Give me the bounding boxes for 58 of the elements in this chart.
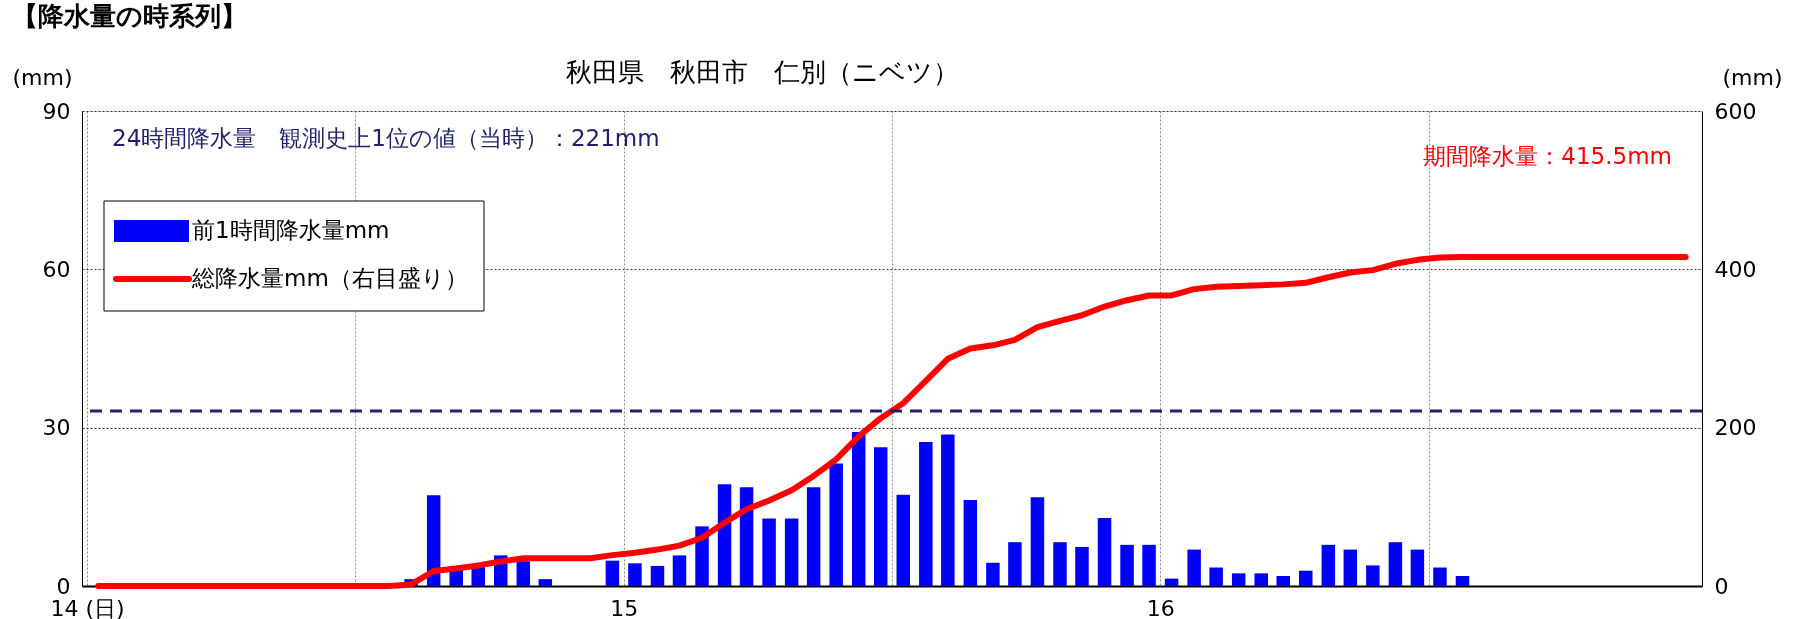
bar [672,555,687,586]
y-tick-label: 60 [42,256,71,282]
bar [941,434,955,586]
bar [1299,570,1313,586]
y2-tick-label: 600 [1714,98,1757,124]
bar [1030,497,1045,586]
y-axis-title: (mm) [12,64,73,90]
chart-title: 【降水量の時系列】 [12,1,247,31]
bar [1388,542,1403,586]
bar [1231,573,1246,586]
legend-label: 前1時間降水量mm [192,217,390,243]
y2-tick-label: 400 [1714,256,1757,282]
bar [1187,549,1201,586]
bar [739,487,754,586]
bar [1053,542,1067,586]
bar [1433,567,1447,586]
bar [1142,544,1156,586]
chart-subtitle: 秋田県 秋田市 仁別（ニベツ） [565,57,959,87]
bar [1097,517,1112,586]
bar [851,431,866,586]
x-tick-label: 15 [610,595,639,619]
bar [628,563,642,586]
bar [1120,544,1134,586]
bar [1209,567,1223,586]
bar [1075,546,1089,586]
x-tick-label: 16 [1146,595,1175,619]
bar [516,561,531,586]
bar [1455,575,1470,586]
bar [1343,549,1358,586]
bar [538,579,553,586]
bar [605,560,620,586]
bar [873,447,888,586]
annotation: 24時間降水量 観測史上1位の値（当時）：221mm [112,125,660,151]
bar [1254,573,1268,586]
bar [896,494,911,586]
y2-axis-title: (mm) [1722,64,1783,90]
bar [1276,575,1290,586]
bar [650,565,665,586]
bar [806,487,821,586]
y2-tick-label: 200 [1714,415,1757,441]
bar [1410,549,1425,586]
y-tick-label: 30 [42,415,71,441]
annotation: 期間降水量：415.5mm [1423,143,1672,169]
bar [986,562,1000,586]
bar [1366,565,1380,586]
bar [784,518,799,586]
bar [829,463,843,586]
bar [919,441,933,586]
bar [762,518,776,586]
bar [426,495,441,586]
y-tick-label: 90 [42,98,71,124]
bar [1321,544,1336,586]
bar [1164,578,1179,586]
legend-label: 総降水量mm（右目盛り） [191,265,468,291]
bar [1008,542,1022,586]
bar [717,484,732,586]
y2-tick-label: 0 [1714,573,1729,599]
bar [963,499,978,586]
